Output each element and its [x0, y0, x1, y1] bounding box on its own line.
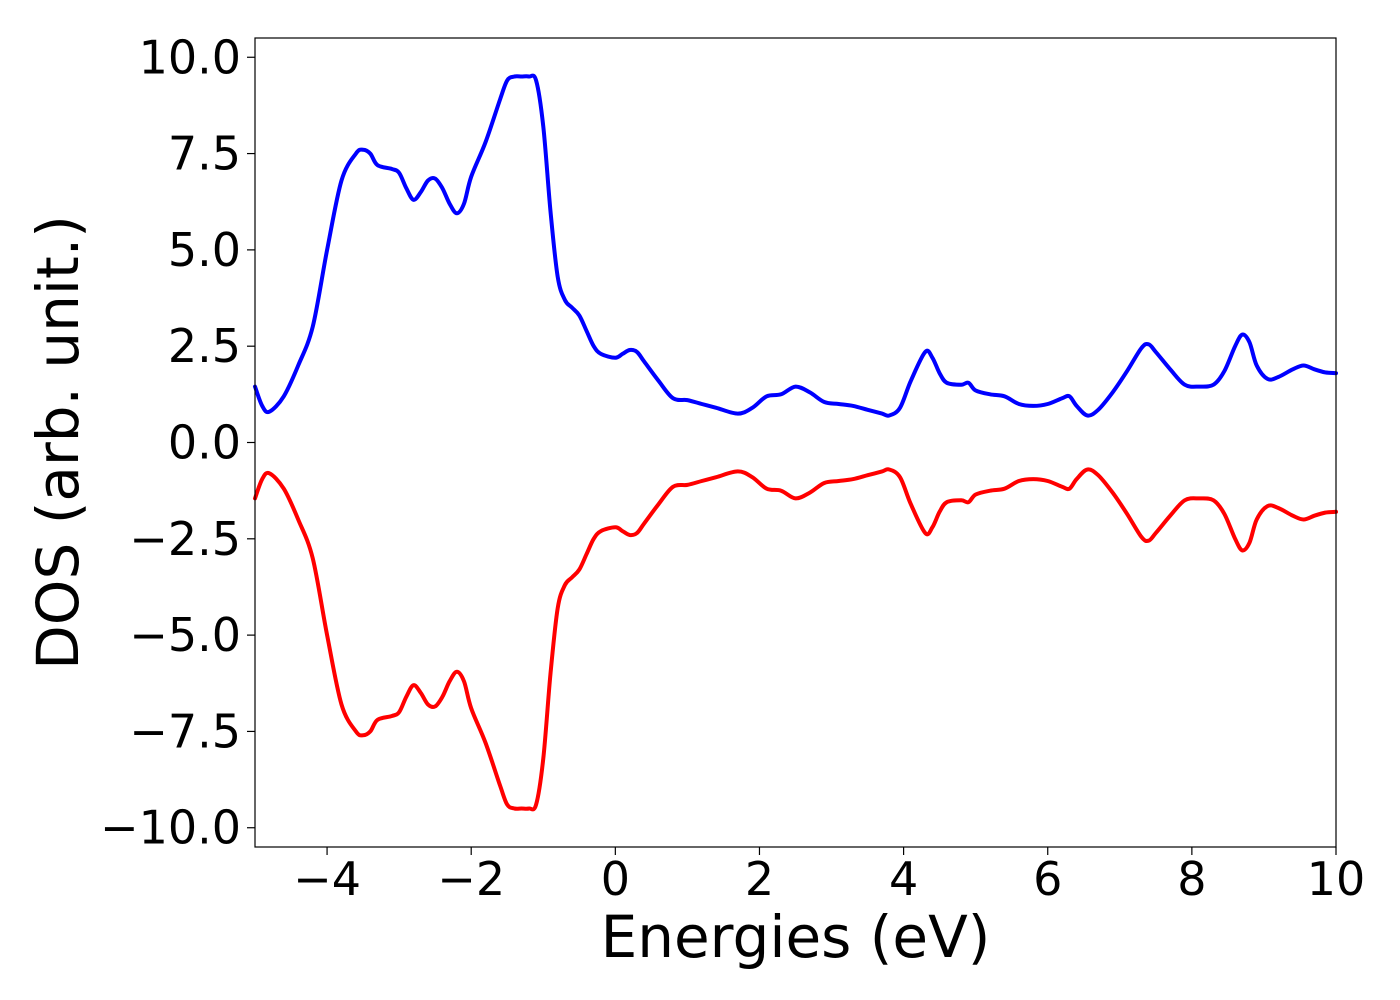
- x-tick-label: 4: [889, 852, 918, 906]
- y-axis: 10.0 7.5 5.0 2.5 0.0 −2.5 −5.0 −7.5 −10.0: [100, 30, 255, 855]
- series-line-1: [253, 467, 1338, 812]
- x-tick-label: −2: [437, 852, 505, 906]
- x-tick-label: 2: [745, 852, 774, 906]
- y-axis-title: DOS (arb. unit.): [24, 215, 92, 670]
- x-axis: −4 −2 0 2 4 6 8 10: [293, 847, 1365, 906]
- y-tick-label: 2.5: [168, 319, 241, 373]
- x-axis-title: Energies (eV): [601, 903, 991, 971]
- y-tick-label: −7.5: [129, 704, 241, 758]
- y-tick-label: −5.0: [129, 608, 241, 662]
- series-line-0: [253, 73, 1338, 418]
- y-tick-label: 7.5: [168, 127, 241, 181]
- x-tick-label: 10: [1307, 852, 1366, 906]
- y-tick-label: 5.0: [168, 223, 241, 277]
- y-tick-label: 0.0: [168, 416, 241, 470]
- plot-area: [253, 37, 1338, 848]
- y-tick-label: 10.0: [139, 30, 241, 84]
- x-tick-label: 8: [1177, 852, 1206, 906]
- series-group: [253, 73, 1338, 812]
- x-tick-label: 6: [1033, 852, 1062, 906]
- y-tick-label: −10.0: [100, 801, 241, 855]
- x-tick-label: −4: [293, 852, 361, 906]
- y-tick-label: −2.5: [129, 512, 241, 566]
- x-tick-label: 0: [601, 852, 630, 906]
- plot-frame: [254, 37, 1337, 848]
